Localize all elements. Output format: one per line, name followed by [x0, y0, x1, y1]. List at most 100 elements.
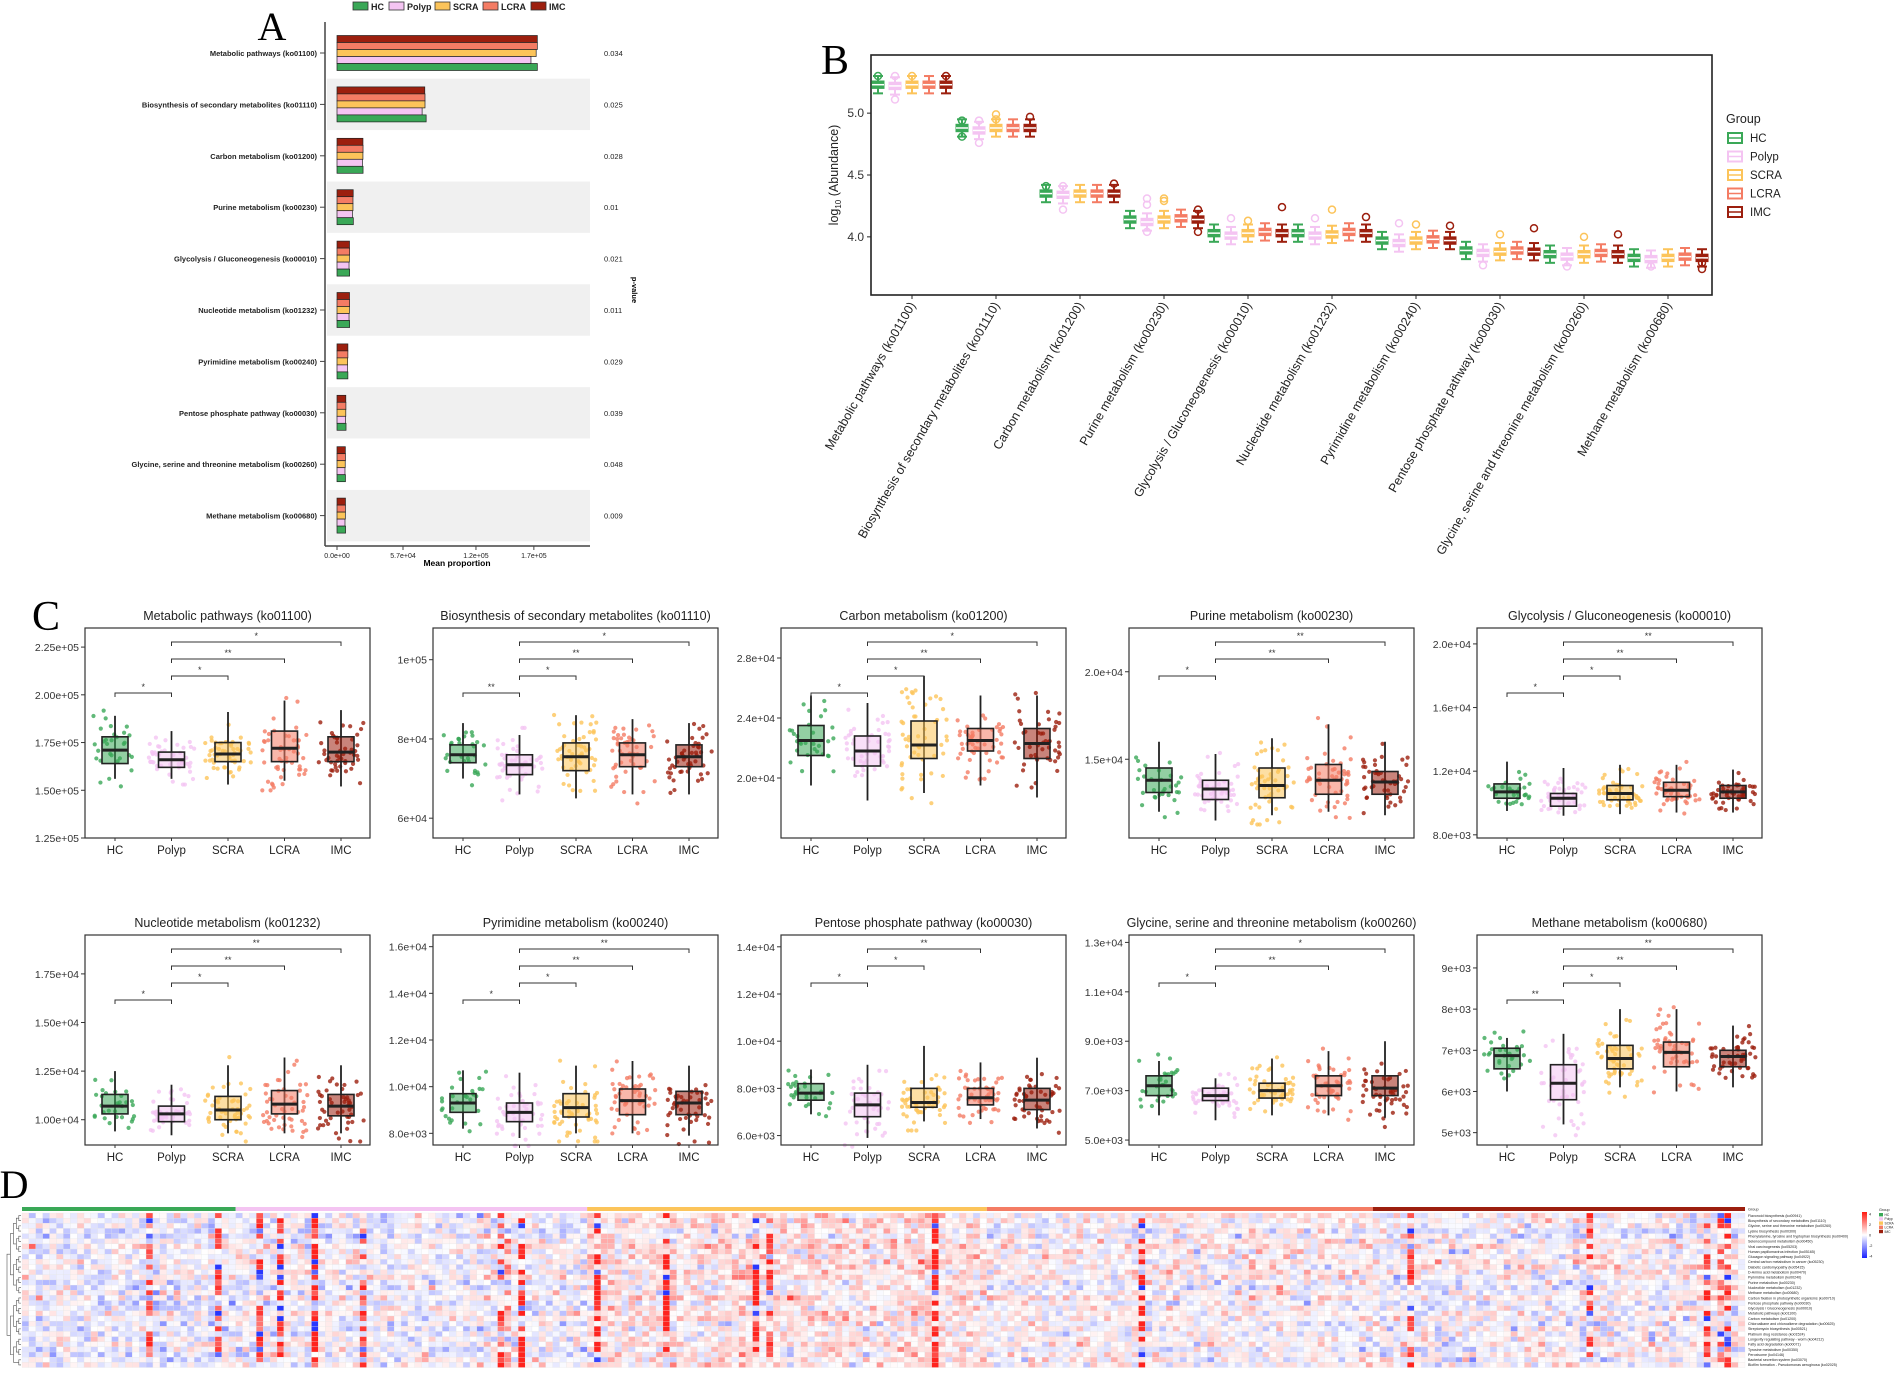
data-point — [1248, 1077, 1253, 1082]
data-point — [1000, 755, 1006, 760]
data-point — [1311, 1073, 1316, 1078]
data-point — [1194, 1092, 1199, 1097]
data-point — [278, 775, 284, 780]
outlier-point — [974, 116, 984, 125]
heatmap-cell — [345, 1290, 353, 1296]
data-point — [1612, 1034, 1617, 1039]
heatmap-cell — [77, 1300, 85, 1306]
heatmap-cell — [145, 1295, 154, 1301]
x-tick-label: Polyp — [1549, 845, 1578, 857]
box-scra — [1241, 223, 1255, 243]
data-point — [1527, 1058, 1533, 1063]
p-value: 0.025 — [604, 100, 623, 109]
data-point — [1711, 1064, 1717, 1069]
heatmap-cell — [263, 1351, 271, 1358]
data-point — [1596, 1038, 1601, 1043]
heatmap-cell — [56, 1336, 64, 1342]
outlier-point — [1310, 214, 1320, 223]
outlier-point — [1159, 194, 1169, 203]
heatmap-cell — [345, 1362, 353, 1368]
data-point — [264, 1110, 270, 1115]
heatmap-cell — [387, 1243, 395, 1250]
heatmap-cell — [77, 1341, 85, 1348]
heatmap-cell — [387, 1341, 395, 1348]
heatmap-cell — [256, 1331, 264, 1337]
data-point — [899, 1104, 905, 1109]
heatmap-cell — [414, 1223, 422, 1229]
legend-label: SCRA — [1750, 170, 1782, 182]
box-imc — [1371, 1041, 1399, 1118]
heatmap-cell — [173, 1238, 181, 1245]
heatmap-cell — [173, 1233, 181, 1239]
heatmap-cell — [235, 1259, 243, 1265]
heatmap-cell — [214, 1300, 222, 1306]
heatmap-cell — [166, 1284, 174, 1291]
heatmap-cell — [173, 1274, 181, 1281]
y-tick-label: 2.8e+04 — [737, 653, 775, 665]
data-point — [1573, 810, 1578, 815]
heatmap-cell — [221, 1284, 229, 1291]
heatmap-cell — [407, 1223, 415, 1229]
heatmap-cell — [332, 1212, 340, 1219]
box-lcra — [1426, 229, 1440, 249]
x-tick-label: SCRA — [212, 1152, 244, 1164]
heatmap-cell — [290, 1223, 298, 1229]
heatmap-cell — [311, 1238, 319, 1245]
data-point — [124, 724, 129, 729]
heatmap-cell — [311, 1310, 319, 1317]
data-point — [188, 744, 193, 750]
data-point — [103, 716, 108, 721]
data-point — [1615, 803, 1620, 808]
data-point — [323, 1118, 329, 1123]
data-point — [999, 732, 1004, 737]
outlier-point — [890, 71, 900, 81]
heatmap-cell — [42, 1341, 50, 1348]
bar-hc — [336, 268, 350, 277]
heatmap-cell — [400, 1331, 409, 1337]
data-point — [1398, 777, 1404, 782]
heatmap-cell — [366, 1341, 374, 1348]
heatmap-cell — [201, 1248, 209, 1255]
heatmap-cell — [297, 1357, 305, 1363]
data-point — [1579, 790, 1584, 795]
data-point — [1196, 1098, 1201, 1103]
heatmap-cell — [56, 1315, 64, 1322]
heatmap-cell — [166, 1223, 174, 1229]
heatmap-cell — [221, 1357, 229, 1363]
heatmap-cell — [207, 1238, 216, 1245]
heatmap-cell — [28, 1238, 36, 1245]
data-point — [1044, 1118, 1050, 1123]
data-point — [1277, 820, 1282, 825]
data-point — [1682, 811, 1687, 816]
heatmap-cell — [407, 1290, 415, 1296]
x-tick-label: 0.0e+00 — [324, 553, 350, 560]
data-point — [903, 737, 908, 742]
heatmap-cell — [207, 1331, 216, 1337]
heatmap-cell — [118, 1223, 126, 1229]
bracket-line — [867, 965, 925, 970]
heatmap-cell — [42, 1223, 50, 1229]
data-point — [1499, 1071, 1504, 1076]
data-point — [316, 1074, 321, 1080]
box-imc — [1527, 242, 1541, 262]
y-tick-label: 1.50e+05 — [35, 785, 79, 797]
data-point — [262, 729, 267, 734]
data-point — [873, 1126, 878, 1131]
data-point — [1677, 766, 1682, 771]
data-point — [856, 1076, 862, 1082]
heatmap-cell — [194, 1248, 202, 1255]
data-point — [665, 739, 670, 744]
heatmap-cell — [407, 1310, 415, 1317]
heatmap-cell — [35, 1336, 43, 1342]
heatmap-cell — [21, 1243, 30, 1250]
outlier-point — [957, 132, 967, 141]
data-point — [858, 1086, 863, 1091]
box-scra — [1577, 244, 1591, 264]
heatmap-cell — [77, 1254, 85, 1260]
data-point — [509, 1093, 514, 1098]
heatmap-cell — [104, 1295, 112, 1301]
heatmap-cell — [242, 1341, 250, 1348]
heatmap-cell — [111, 1326, 119, 1332]
outlier-point — [873, 71, 883, 81]
